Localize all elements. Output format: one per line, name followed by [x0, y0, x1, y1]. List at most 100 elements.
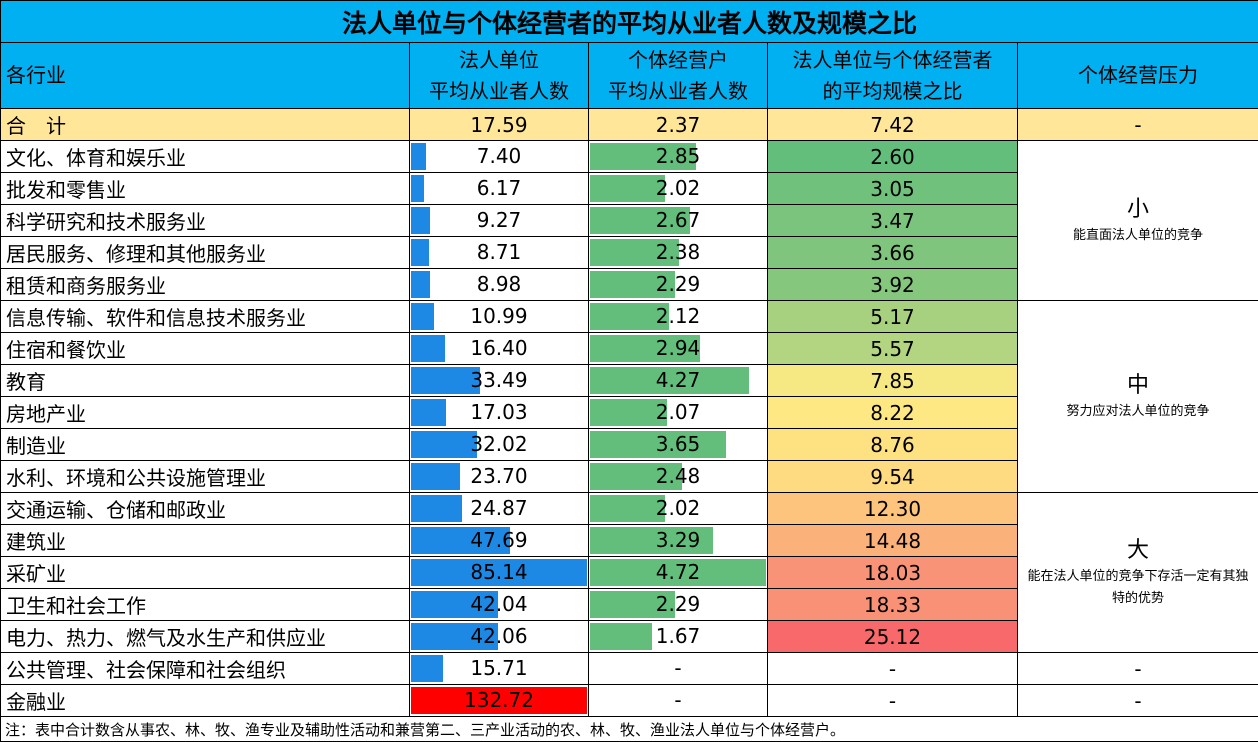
industry-name: 教育: [0, 364, 410, 397]
legal-value-cell: 6.17: [409, 172, 589, 205]
pressure-level: 小: [1126, 196, 1149, 222]
indiv-bar: [590, 591, 676, 618]
legal-bar: [411, 335, 445, 362]
indiv-value-cell: 2.02: [588, 172, 768, 205]
pressure-desc: 能直面法人单位的竞争: [1072, 227, 1203, 243]
header-indiv: 个体经营户 平均从业者人数: [588, 42, 768, 109]
indiv-bar: [590, 207, 690, 234]
industry-name: 信息传输、软件和信息技术服务业: [0, 300, 410, 333]
table-row: 科学研究和技术服务业 9.27 2.67 3.47: [0, 204, 1258, 237]
table-row: 卫生和社会工作 42.04 2.29 18.33: [0, 588, 1258, 621]
legal-value: 33.49: [470, 368, 528, 392]
indiv-value: 4.27: [655, 368, 701, 392]
table-row: 采矿业 85.14 4.72 18.03: [0, 556, 1258, 589]
indiv-value: 2.07: [655, 400, 701, 424]
header-ratio: 法人单位与个体经营者 的平均规模之比: [767, 42, 1018, 109]
industry-name: 卫生和社会工作: [0, 588, 410, 621]
indiv-bar: [590, 623, 653, 650]
table-row: 金融业 132.72- - -: [0, 684, 1258, 717]
header-legal-line2: 平均从业者人数: [429, 78, 569, 103]
industry-name: 文化、体育和娱乐业: [0, 140, 410, 173]
ratio-value: 3.66: [767, 236, 1018, 269]
legal-value: 17.03: [470, 400, 528, 424]
ratio-value: -: [767, 684, 1018, 717]
legal-value: 8.71: [476, 240, 522, 264]
ratio-value: 2.60: [767, 140, 1018, 173]
legal-bar: [411, 239, 429, 266]
legal-value-cell: 17.03: [409, 396, 589, 429]
table-note: 注：表中合计数含从事农、林、牧、渔专业及辅助性活动和兼营第二、三产业活动的农、林…: [0, 716, 1258, 742]
indiv-value: 2.02: [655, 176, 701, 200]
indiv-value-cell: 2.29: [588, 588, 768, 621]
legal-bar: [411, 271, 430, 298]
indiv-value-cell: 3.65: [588, 428, 768, 461]
legal-bar: [411, 431, 478, 458]
indiv-bar: [590, 399, 668, 426]
header-industry: 各行业: [0, 42, 410, 109]
legal-value: 42.06: [470, 624, 528, 648]
ratio-value: 14.48: [767, 524, 1018, 557]
industry-name: 批发和零售业: [0, 172, 410, 205]
legal-bar: [411, 655, 444, 682]
legal-value-cell: 132.72: [409, 684, 589, 717]
indiv-value: 2.94: [655, 336, 701, 360]
legal-value-cell: 33.49: [409, 364, 589, 397]
pressure-desc: 努力应对法人单位的竞争: [1066, 403, 1210, 419]
legal-value-cell: 42.06: [409, 620, 589, 653]
legal-value-cell: 7.40: [409, 140, 589, 173]
table-row: 住宿和餐饮业 16.40 2.94 5.57: [0, 332, 1258, 365]
total-row: 合 计 17.59 2.37 7.42 -: [0, 108, 1258, 141]
table-row: 居民服务、修理和其他服务业 8.71 2.38 3.66: [0, 236, 1258, 269]
indiv-value-cell: 2.02: [588, 492, 768, 525]
indiv-value: 1.67: [655, 624, 701, 648]
pressure-value: -: [1017, 684, 1258, 717]
indiv-value-cell: 2.48: [588, 460, 768, 493]
legal-value: 10.99: [470, 304, 528, 328]
table-row: 批发和零售业 6.17 2.02 3.05: [0, 172, 1258, 205]
indiv-value: -: [674, 656, 682, 680]
industry-name: 水利、环境和公共设施管理业: [0, 460, 410, 493]
table-row: 信息传输、软件和信息技术服务业 10.99 2.12 5.17 中努力应对法人单位的竞争: [0, 300, 1258, 493]
pressure-group: 大能在法人单位的竞争下存活一定有其独特的优势: [1017, 492, 1258, 653]
header-indiv-line2: 平均从业者人数: [608, 78, 748, 103]
header-indiv-line1: 个体经营户: [628, 47, 728, 72]
indiv-value: -: [674, 688, 682, 712]
legal-bar: [411, 623, 498, 650]
total-name: 合 计: [0, 108, 410, 141]
total-pressure: -: [1017, 108, 1258, 141]
legal-bar: [411, 303, 434, 330]
indiv-bar: [590, 559, 766, 586]
legal-value: 85.14: [470, 560, 528, 584]
indiv-value-cell: -: [588, 684, 768, 717]
indiv-bar: [590, 175, 666, 202]
table-row: 房地产业 17.03 2.07 8.22: [0, 396, 1258, 429]
total-indiv: 2.37: [588, 108, 768, 141]
legal-value-cell: 24.87: [409, 492, 589, 525]
indiv-value-cell: 4.72: [588, 556, 768, 589]
indiv-value-cell: 2.07: [588, 396, 768, 429]
ratio-value: 18.33: [767, 588, 1018, 621]
legal-bar: [411, 367, 481, 394]
indiv-value: 2.85: [655, 144, 701, 168]
ratio-value: 8.76: [767, 428, 1018, 461]
industry-name: 交通运输、仓储和邮政业: [0, 492, 410, 525]
indiv-value: 3.65: [655, 432, 701, 456]
table-row: 交通运输、仓储和邮政业 24.87 2.02 12.30 大能在法人单位的竞争下存活一定…: [0, 492, 1258, 653]
legal-bar: [411, 143, 427, 170]
legal-value-cell: 85.14: [409, 556, 589, 589]
ratio-value: 18.03: [767, 556, 1018, 589]
indiv-value-cell: 2.94: [588, 332, 768, 365]
pressure-group: 小能直面法人单位的竞争: [1017, 140, 1258, 301]
indiv-value: 2.29: [655, 272, 701, 296]
ratio-value: 8.22: [767, 396, 1018, 429]
industry-name: 建筑业: [0, 524, 410, 557]
indiv-value: 2.29: [655, 592, 701, 616]
header-pressure: 个体经营压力: [1017, 42, 1258, 109]
legal-value-cell: 8.71: [409, 236, 589, 269]
indiv-value-cell: 2.38: [588, 236, 768, 269]
ratio-value: 3.92: [767, 268, 1018, 301]
indiv-value: 3.29: [655, 528, 701, 552]
indiv-value-cell: -: [588, 652, 768, 685]
legal-value-cell: 23.70: [409, 460, 589, 493]
